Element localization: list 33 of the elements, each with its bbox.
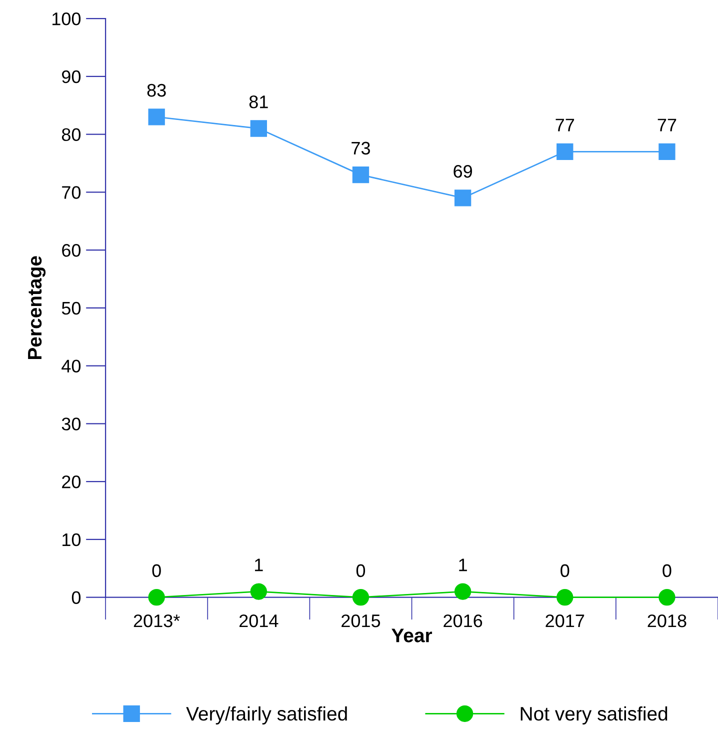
- data-label: 81: [249, 95, 268, 108]
- data-label: 0: [152, 564, 161, 578]
- y-tick-label: 40: [62, 360, 81, 373]
- y-tick-label: 60: [62, 244, 81, 257]
- y-tick-label: 70: [62, 186, 81, 199]
- y-tick-label: 100: [52, 12, 81, 26]
- y-tick-label: 10: [62, 533, 81, 546]
- legend-label: Very/fairly satisfied: [186, 706, 347, 724]
- data-label: 0: [356, 564, 366, 578]
- legend-label: Not very satisfied: [520, 706, 668, 724]
- x-tick-label: 2013*: [134, 614, 180, 628]
- y-tick-label: 0: [72, 591, 81, 604]
- y-tick-label: 90: [62, 70, 81, 84]
- data-label: 83: [147, 84, 166, 97]
- y-tick-label: 20: [62, 475, 81, 488]
- x-tick-label: 2017: [546, 614, 584, 628]
- data-label: 73: [352, 142, 370, 155]
- x-tick-label: 2016: [444, 614, 482, 628]
- y-axis-title: Percentage: [28, 256, 46, 360]
- data-label: 77: [658, 118, 676, 132]
- y-tick-label: 30: [62, 418, 81, 430]
- data-label: 77: [556, 118, 574, 132]
- x-tick-label: 2014: [239, 614, 278, 628]
- y-tick-label: 80: [62, 128, 81, 142]
- data-label: 0: [662, 564, 672, 578]
- x-tick-label: 2015: [342, 614, 380, 628]
- x-tick-label: 2018: [648, 614, 686, 628]
- x-axis-title: Year: [392, 628, 432, 642]
- y-tick-label: 50: [62, 302, 81, 315]
- data-label: 1: [255, 558, 263, 572]
- data-label: 0: [560, 564, 570, 578]
- data-label: 69: [454, 164, 472, 178]
- data-label: 1: [459, 558, 467, 572]
